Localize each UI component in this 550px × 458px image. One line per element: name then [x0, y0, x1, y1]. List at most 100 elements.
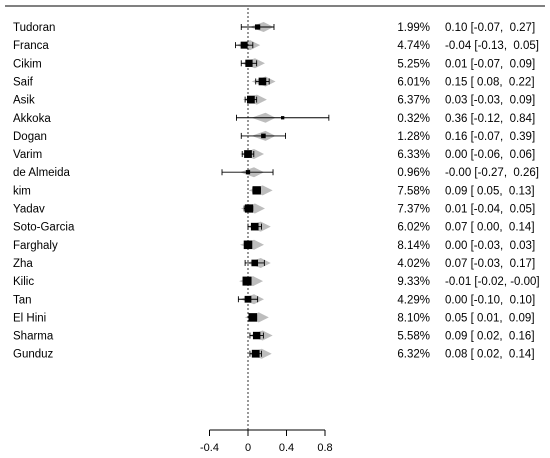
point-estimate [248, 313, 258, 322]
study-label: Gunduz [13, 349, 54, 361]
study-label: Sharma [13, 331, 54, 343]
study-row: Tan 4.29% 0.00 [-0.10, 0.10] [13, 294, 535, 306]
point-estimate [244, 295, 252, 303]
weight-label: 7.37% [397, 204, 430, 216]
weight-label: 4.02% [397, 258, 430, 270]
weight-label: 9.33% [397, 276, 430, 288]
study-rows: Tudoran 1.99% 0.10 [-0.07, 0.27] Franca 4.74… [13, 22, 540, 361]
study-label: Soto-Garcia [13, 222, 75, 234]
weight-label: 1.28% [397, 131, 430, 143]
point-estimate [281, 116, 285, 120]
point-estimate [244, 204, 254, 213]
weight-label: 6.01% [397, 76, 430, 88]
ci-label: 0.01 [-0.07, 0.09] [445, 58, 535, 70]
weight-label: 7.58% [397, 185, 430, 197]
study-label: Kilic [13, 276, 34, 288]
study-label: Saif [13, 76, 34, 88]
study-row: Akkoka 0.32% 0.36 [-0.12, 0.84] [13, 112, 535, 125]
ci-label: 0.08 [ 0.02, 0.14] [445, 349, 535, 361]
point-estimate [250, 222, 259, 231]
point-estimate [242, 276, 252, 286]
ci-label: 0.10 [-0.07, 0.27] [445, 22, 535, 34]
study-row: Cikim 5.25% 0.01 [-0.07, 0.09] [13, 58, 535, 70]
study-row: Yadav 7.37% 0.01 [-0.04, 0.05] [13, 203, 535, 216]
study-label: El Hini [13, 312, 46, 324]
weight-label: 1.99% [397, 22, 430, 34]
ci-label: 0.36 [-0.12, 0.84] [445, 113, 535, 125]
study-label: Cikim [13, 58, 42, 70]
weight-label: 4.74% [397, 40, 430, 52]
study-row: Tudoran 1.99% 0.10 [-0.07, 0.27] [13, 22, 535, 34]
weight-label: 5.25% [397, 58, 430, 70]
study-row: Gunduz 6.32% 0.08 [ 0.02, 0.14] [13, 348, 535, 361]
point-estimate [258, 77, 267, 86]
weight-label: 5.58% [397, 331, 430, 343]
ci-label: 0.05 [ 0.01, 0.09] [445, 312, 535, 324]
ci-label: -0.04 [-0.13, 0.05] [445, 40, 539, 52]
weight-label: 8.14% [397, 240, 430, 252]
study-row: El Hini 8.10% 0.05 [ 0.01, 0.09] [13, 312, 535, 324]
weight-label: 0.32% [397, 113, 430, 125]
study-label: Akkoka [13, 113, 51, 125]
study-label: Yadav [13, 204, 45, 216]
point-estimate [246, 95, 255, 104]
point-estimate [261, 133, 266, 139]
study-label: kim [13, 185, 31, 197]
x-tick-label: 0.8 [317, 442, 332, 454]
point-estimate [245, 59, 253, 67]
weight-label: 4.29% [397, 294, 430, 306]
ci-label: 0.16 [-0.07, 0.39] [445, 131, 535, 143]
study-label: Zha [13, 258, 33, 270]
study-row: Asik 6.37% 0.03 [-0.03, 0.09] [13, 94, 535, 107]
study-row: Kilic 9.33% -0.01 [-0.02, -0.00] [13, 276, 540, 288]
ci-label: 0.00 [-0.03, 0.03] [445, 240, 535, 252]
weight-label: 6.37% [397, 95, 430, 107]
ci-label: 0.09 [ 0.02, 0.16] [445, 331, 535, 343]
weight-label: 6.02% [397, 222, 430, 234]
study-label: Varim [13, 149, 42, 161]
study-row: kim 7.58% 0.09 [ 0.05, 0.13] [13, 185, 535, 197]
study-row: Zha 4.02% 0.07 [-0.03, 0.17] [13, 257, 535, 270]
point-estimate [240, 41, 248, 49]
study-label: Tudoran [13, 22, 55, 34]
point-estimate [252, 186, 261, 195]
x-axis: -0.4 0 0.4 0.8 [200, 429, 333, 454]
study-row: Dogan 1.28% 0.16 [-0.07, 0.39] [13, 130, 535, 143]
study-row: Varim 6.33% 0.00 [-0.06, 0.06] [13, 149, 535, 161]
point-estimate [252, 331, 261, 340]
study-label: de Almeida [13, 167, 71, 179]
ci-label: 0.09 [ 0.05, 0.13] [445, 185, 535, 197]
ci-label: 0.15 [ 0.08, 0.22] [445, 76, 535, 88]
study-label: Asik [13, 95, 35, 107]
study-row: de Almeida 0.96% -0.00 [-0.27, 0.26] [13, 167, 539, 179]
study-row: Soto-Garcia 6.02% 0.07 [ 0.00, 0.14] [13, 221, 535, 234]
x-tick-label: 0 [245, 442, 251, 454]
x-tick-label: -0.4 [200, 442, 219, 454]
ci-label: 0.00 [-0.06, 0.06] [445, 149, 535, 161]
ci-label: 0.00 [-0.10, 0.10] [445, 294, 535, 306]
study-label: Dogan [13, 131, 47, 143]
weight-label: 6.32% [397, 349, 430, 361]
point-estimate [251, 349, 260, 358]
study-label: Franca [13, 40, 49, 52]
study-label: Tan [13, 294, 32, 306]
ci-label: -0.00 [-0.27, 0.26] [445, 167, 539, 179]
study-row: Saif 6.01% 0.15 [ 0.08, 0.22] [13, 76, 535, 88]
x-tick-label: 0.4 [279, 442, 294, 454]
point-estimate [244, 150, 252, 158]
weight-label: 6.33% [397, 149, 430, 161]
study-row: Sharma 5.58% 0.09 [ 0.02, 0.16] [13, 330, 535, 343]
ci-label: 0.03 [-0.03, 0.09] [445, 95, 535, 107]
point-estimate [251, 259, 259, 267]
weight-label: 8.10% [397, 312, 430, 324]
study-label: Farghaly [13, 240, 58, 252]
point-estimate [255, 24, 261, 30]
ci-label: 0.07 [-0.03, 0.17] [445, 258, 535, 270]
study-row: Farghaly 8.14% 0.00 [-0.03, 0.03] [13, 239, 535, 252]
weight-label: 0.96% [397, 167, 430, 179]
study-row: Franca 4.74% -0.04 [-0.13, 0.05] [13, 40, 539, 52]
ci-label: 0.01 [-0.04, 0.05] [445, 204, 535, 216]
ci-label: -0.01 [-0.02, -0.00] [445, 276, 540, 288]
ci-label: 0.07 [ 0.00, 0.14] [445, 222, 535, 234]
